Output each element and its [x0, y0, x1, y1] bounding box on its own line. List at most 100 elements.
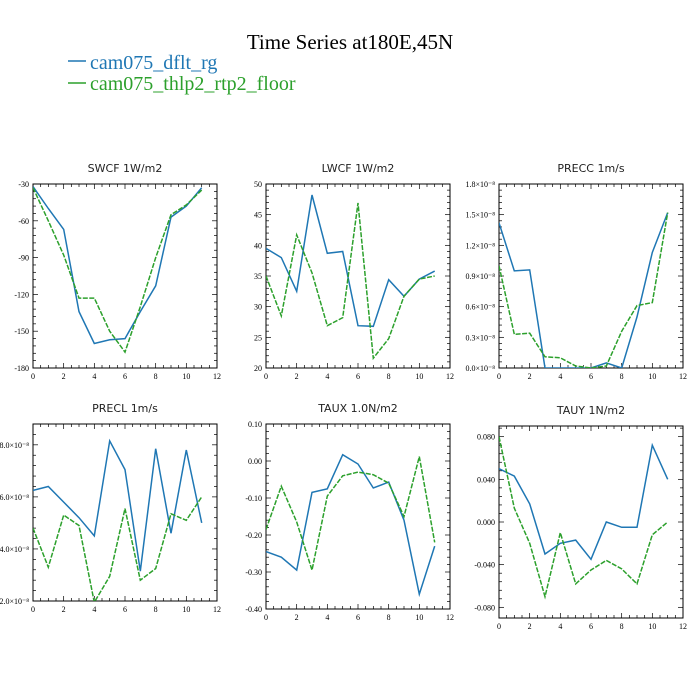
- x-tick-label: 0: [264, 613, 268, 622]
- y-tick-label: -0.080: [474, 603, 495, 612]
- panel-1: LWCF 1W/m2 0 2 4 6 8 10 12 20 25 30 35 40 45 50: [254, 162, 454, 381]
- x-tick-label: 6: [123, 605, 127, 614]
- panel-title: LWCF 1W/m2: [322, 162, 395, 175]
- y-tick-label: 0.080: [477, 433, 495, 442]
- y-tick-label: 4.0×10⁻⁸: [0, 545, 29, 554]
- y-tick-label: -0.20: [245, 531, 262, 540]
- y-tick-label: 8.0×10⁻⁸: [0, 441, 29, 450]
- x-tick-label: 2: [528, 372, 532, 381]
- y-tick-label: .2.0×10⁻⁸: [0, 597, 29, 606]
- y-tick-label: -120: [14, 290, 29, 299]
- y-tick-label: 40: [254, 241, 262, 250]
- x-tick-label: 10: [648, 372, 656, 381]
- x-tick-label: 12: [446, 613, 454, 622]
- series-line-thlp2: [266, 202, 435, 361]
- y-tick-label: 45: [254, 211, 262, 220]
- x-tick-label: 4: [558, 372, 562, 381]
- x-tick-label: 0: [264, 372, 268, 381]
- y-tick-label: 30: [254, 303, 262, 312]
- series-line-dflt: [499, 442, 669, 561]
- y-tick-label: -0.40: [245, 605, 262, 614]
- y-tick-label: -0.30: [245, 568, 262, 577]
- panel-title: TAUY 1N/m2: [556, 404, 625, 417]
- series-line-thlp2: [266, 456, 436, 574]
- panel-title: TAUX 1.0N/m2: [317, 402, 398, 415]
- y-tick-label: -0.10: [245, 494, 262, 503]
- x-tick-label: 12: [213, 372, 221, 381]
- y-tick-label: 0.6×10⁻⁸: [465, 303, 495, 312]
- legend: cam075_dflt_rg cam075_thlp2_rtp2_floor: [68, 52, 296, 95]
- x-tick-label: 2: [528, 622, 532, 631]
- legend-label-thlp2: cam075_thlp2_rtp2_floor: [90, 73, 296, 95]
- x-tick-label: 10: [182, 372, 190, 381]
- x-tick-label: 4: [92, 605, 96, 614]
- x-tick-label: 10: [415, 372, 423, 381]
- series-line-dflt: [33, 186, 203, 345]
- panel-5: TAUY 1N/m2 0 2 4 6 8 10 12 0.080 0.040 0.000 -0.040…: [474, 404, 687, 631]
- x-tick-label: 2: [62, 372, 66, 381]
- y-tick-label: 0.9×10⁻⁸: [465, 272, 495, 281]
- y-tick-label: 35: [254, 272, 262, 281]
- x-tick-label: 10: [648, 622, 656, 631]
- y-tick-label: 6.0×10⁻⁸: [0, 493, 29, 502]
- x-tick-label: 8: [154, 372, 158, 381]
- x-tick-label: 6: [356, 613, 360, 622]
- panel-0: SWCF 1W/m2 0 2 4 6 8 10 12 -30 -60 -90 -120 -150 -180: [14, 162, 221, 381]
- x-tick-label: 2: [295, 372, 299, 381]
- x-tick-label: 8: [620, 622, 624, 631]
- plot-frame: [32, 183, 218, 369]
- legend-label-dflt: cam075_dflt_rg: [90, 52, 217, 74]
- plot-frame: [498, 425, 684, 619]
- plot-frame: [32, 423, 218, 602]
- x-tick-label: 10: [415, 613, 423, 622]
- y-tick-label: 1.5×10⁻⁸: [465, 211, 495, 220]
- x-tick-label: 8: [620, 372, 624, 381]
- x-tick-label: 12: [679, 372, 687, 381]
- x-tick-label: 12: [213, 605, 221, 614]
- panel-title: SWCF 1W/m2: [88, 162, 163, 175]
- x-tick-label: 0: [497, 622, 501, 631]
- panel-title: PRECC 1m/s: [557, 162, 625, 175]
- y-tick-label: 20: [254, 364, 262, 373]
- y-tick-label: 0.040: [477, 475, 495, 484]
- x-tick-label: 12: [446, 372, 454, 381]
- y-tick-label: 0.10: [248, 420, 262, 429]
- y-tick-label: 0.00: [248, 457, 262, 466]
- figure-title: Time Series at180E,45N: [247, 30, 453, 54]
- series-line-dflt: [266, 194, 436, 328]
- plot-frame: [265, 183, 451, 369]
- x-tick-label: 0: [31, 372, 35, 381]
- x-tick-label: 4: [558, 622, 562, 631]
- x-tick-label: 4: [92, 372, 96, 381]
- plot-frame: [498, 183, 684, 369]
- series-line-thlp2: [33, 496, 203, 601]
- x-tick-label: 0: [31, 605, 35, 614]
- panel-title: PRECL 1m/s: [92, 402, 158, 415]
- x-tick-label: 8: [154, 605, 158, 614]
- x-tick-label: 8: [387, 372, 391, 381]
- y-tick-label: -0.040: [474, 561, 495, 570]
- panel-4: TAUX 1.0N/m2 0 2 4 6 8 10 12 0.10 0.00 -0.10 -0.20 -…: [245, 402, 454, 622]
- y-tick-label: -60: [18, 217, 29, 226]
- series-line-thlp2: [33, 187, 203, 354]
- x-tick-label: 4: [325, 372, 329, 381]
- series-line-thlp2: [499, 212, 669, 368]
- series-line-dflt: [499, 212, 669, 368]
- x-tick-label: 12: [679, 622, 687, 631]
- y-tick-label: -90: [18, 254, 29, 263]
- x-tick-label: 2: [62, 605, 66, 614]
- x-tick-label: 8: [387, 613, 391, 622]
- y-tick-label: 25: [254, 333, 262, 342]
- y-tick-label: -30: [18, 180, 29, 189]
- series-line-thlp2: [499, 436, 669, 600]
- x-tick-label: 6: [589, 622, 593, 631]
- y-tick-label: 0.0×10⁻⁸: [465, 364, 495, 373]
- x-tick-label: 6: [123, 372, 127, 381]
- y-tick-label: 0.000: [477, 518, 495, 527]
- x-tick-label: 0: [497, 372, 501, 381]
- x-tick-label: 6: [356, 372, 360, 381]
- x-tick-label: 4: [325, 613, 329, 622]
- x-tick-label: 6: [589, 372, 593, 381]
- y-tick-label: 50: [254, 180, 262, 189]
